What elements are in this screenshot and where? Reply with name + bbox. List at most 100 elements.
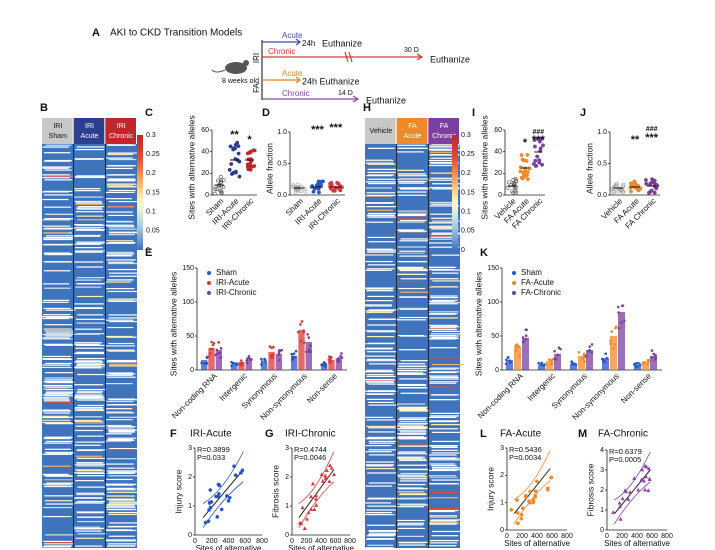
colorbar-tick: 0.05 bbox=[461, 228, 475, 235]
heatmap-stripe bbox=[396, 408, 427, 410]
heatmap-stripe bbox=[366, 175, 393, 177]
heatmap-stripe bbox=[400, 407, 428, 409]
dot bbox=[508, 359, 512, 362]
heatmap-stripe bbox=[44, 379, 73, 381]
heatmap-stripe bbox=[42, 515, 72, 518]
heatmap-stripe bbox=[106, 505, 135, 507]
heatmap-stripe bbox=[398, 406, 428, 408]
heatmap-stripe bbox=[399, 250, 426, 252]
heatmap-stripe bbox=[105, 281, 132, 283]
dot bbox=[295, 182, 300, 187]
heatmap-stripe bbox=[106, 495, 135, 497]
heatmap-stripe bbox=[428, 242, 459, 244]
x-tick-label: 600 bbox=[330, 538, 342, 545]
dot bbox=[508, 183, 513, 187]
heatmap-stripe bbox=[397, 527, 426, 530]
dot bbox=[213, 187, 218, 192]
heatmap-stripe bbox=[43, 437, 72, 439]
dot bbox=[302, 329, 305, 332]
heatmap-stripe bbox=[44, 159, 73, 162]
legend-dot bbox=[512, 271, 516, 275]
column-label: FA bbox=[408, 123, 417, 130]
legend-label: IRI-Chronic bbox=[216, 288, 256, 297]
heatmap-stripe bbox=[430, 162, 459, 164]
heatmap-stripe bbox=[45, 380, 75, 383]
heatmap-stripe bbox=[368, 309, 399, 311]
dot bbox=[590, 351, 594, 354]
heatmap-stripe bbox=[42, 421, 72, 424]
panel-letter: K bbox=[480, 247, 488, 259]
heatmap-stripe bbox=[107, 268, 137, 271]
significance: * bbox=[247, 134, 252, 146]
heatmap-stripe bbox=[42, 244, 72, 246]
y-tick-label: 2 bbox=[600, 487, 604, 494]
column-label: IRI bbox=[53, 123, 62, 130]
heatmap-stripe bbox=[75, 409, 105, 412]
heatmap-stripe bbox=[107, 438, 134, 441]
heatmap-stripe bbox=[398, 287, 426, 290]
heatmap-stripe bbox=[365, 390, 391, 392]
bar bbox=[522, 338, 529, 370]
heatmap-stripe bbox=[43, 398, 70, 400]
heatmap-stripe bbox=[106, 489, 136, 491]
ci-band bbox=[613, 481, 651, 525]
heatmap-stripe bbox=[77, 527, 105, 529]
heatmap-stripe bbox=[430, 520, 458, 522]
heatmap-stripe bbox=[367, 181, 396, 183]
heatmap-stripe bbox=[429, 337, 459, 340]
heatmap-stripe bbox=[365, 538, 395, 540]
label: FA bbox=[252, 82, 261, 92]
heatmap-stripe bbox=[397, 214, 427, 216]
heatmap-stripe bbox=[45, 381, 75, 384]
heatmap-stripe bbox=[74, 419, 102, 422]
heatmap-stripe bbox=[76, 470, 105, 472]
dot bbox=[327, 463, 332, 467]
heatmap-stripe bbox=[42, 317, 70, 320]
dot bbox=[584, 354, 588, 358]
dot bbox=[553, 349, 556, 353]
heatmap-stripe bbox=[429, 469, 457, 472]
heatmap-stripe bbox=[431, 232, 460, 234]
dot bbox=[521, 340, 525, 344]
heatmap-stripe bbox=[107, 186, 137, 188]
heatmap-stripe bbox=[74, 429, 104, 432]
bar bbox=[261, 362, 268, 370]
heatmap-stripe bbox=[42, 177, 71, 179]
y-tick-label: 1.0 bbox=[597, 129, 607, 136]
heatmap-stripe bbox=[428, 386, 456, 388]
heatmap-stripe bbox=[398, 178, 428, 180]
dot bbox=[515, 346, 519, 349]
heatmap-stripe bbox=[42, 358, 73, 360]
y-axis-label: Injury score bbox=[485, 467, 495, 511]
column-label: Acute bbox=[81, 133, 99, 140]
heatmap-stripe bbox=[367, 168, 397, 170]
heatmap-stripe bbox=[399, 459, 427, 462]
heatmap-stripe bbox=[366, 375, 396, 378]
heatmap-stripe bbox=[108, 231, 139, 233]
heatmap-stripe bbox=[106, 488, 137, 490]
bar bbox=[538, 365, 545, 370]
heatmap-stripe bbox=[45, 309, 76, 311]
heatmap-stripe bbox=[106, 345, 135, 347]
heatmap-stripe bbox=[400, 219, 427, 222]
dot bbox=[296, 188, 301, 193]
heatmap-stripe bbox=[76, 229, 106, 231]
heatmap-stripe bbox=[43, 314, 71, 316]
heatmap-stripe bbox=[396, 191, 427, 193]
dot bbox=[650, 177, 655, 182]
heatmap-stripe bbox=[397, 403, 426, 405]
heatmap-stripe bbox=[400, 188, 430, 190]
heatmap-stripe bbox=[431, 446, 458, 449]
y-axis-label: Fibrosis score bbox=[270, 465, 280, 518]
legend-label: Sham bbox=[521, 268, 542, 277]
heatmap-stripe bbox=[109, 502, 138, 504]
heatmap-stripe bbox=[400, 431, 427, 433]
dot bbox=[329, 360, 333, 363]
dot bbox=[214, 353, 218, 357]
dot bbox=[556, 353, 560, 357]
dot bbox=[519, 517, 524, 521]
heatmap-stripe bbox=[105, 198, 132, 200]
heatmap-stripe bbox=[108, 431, 135, 433]
heatmap-stripe bbox=[76, 449, 107, 451]
heatmap-stripe bbox=[43, 506, 72, 509]
